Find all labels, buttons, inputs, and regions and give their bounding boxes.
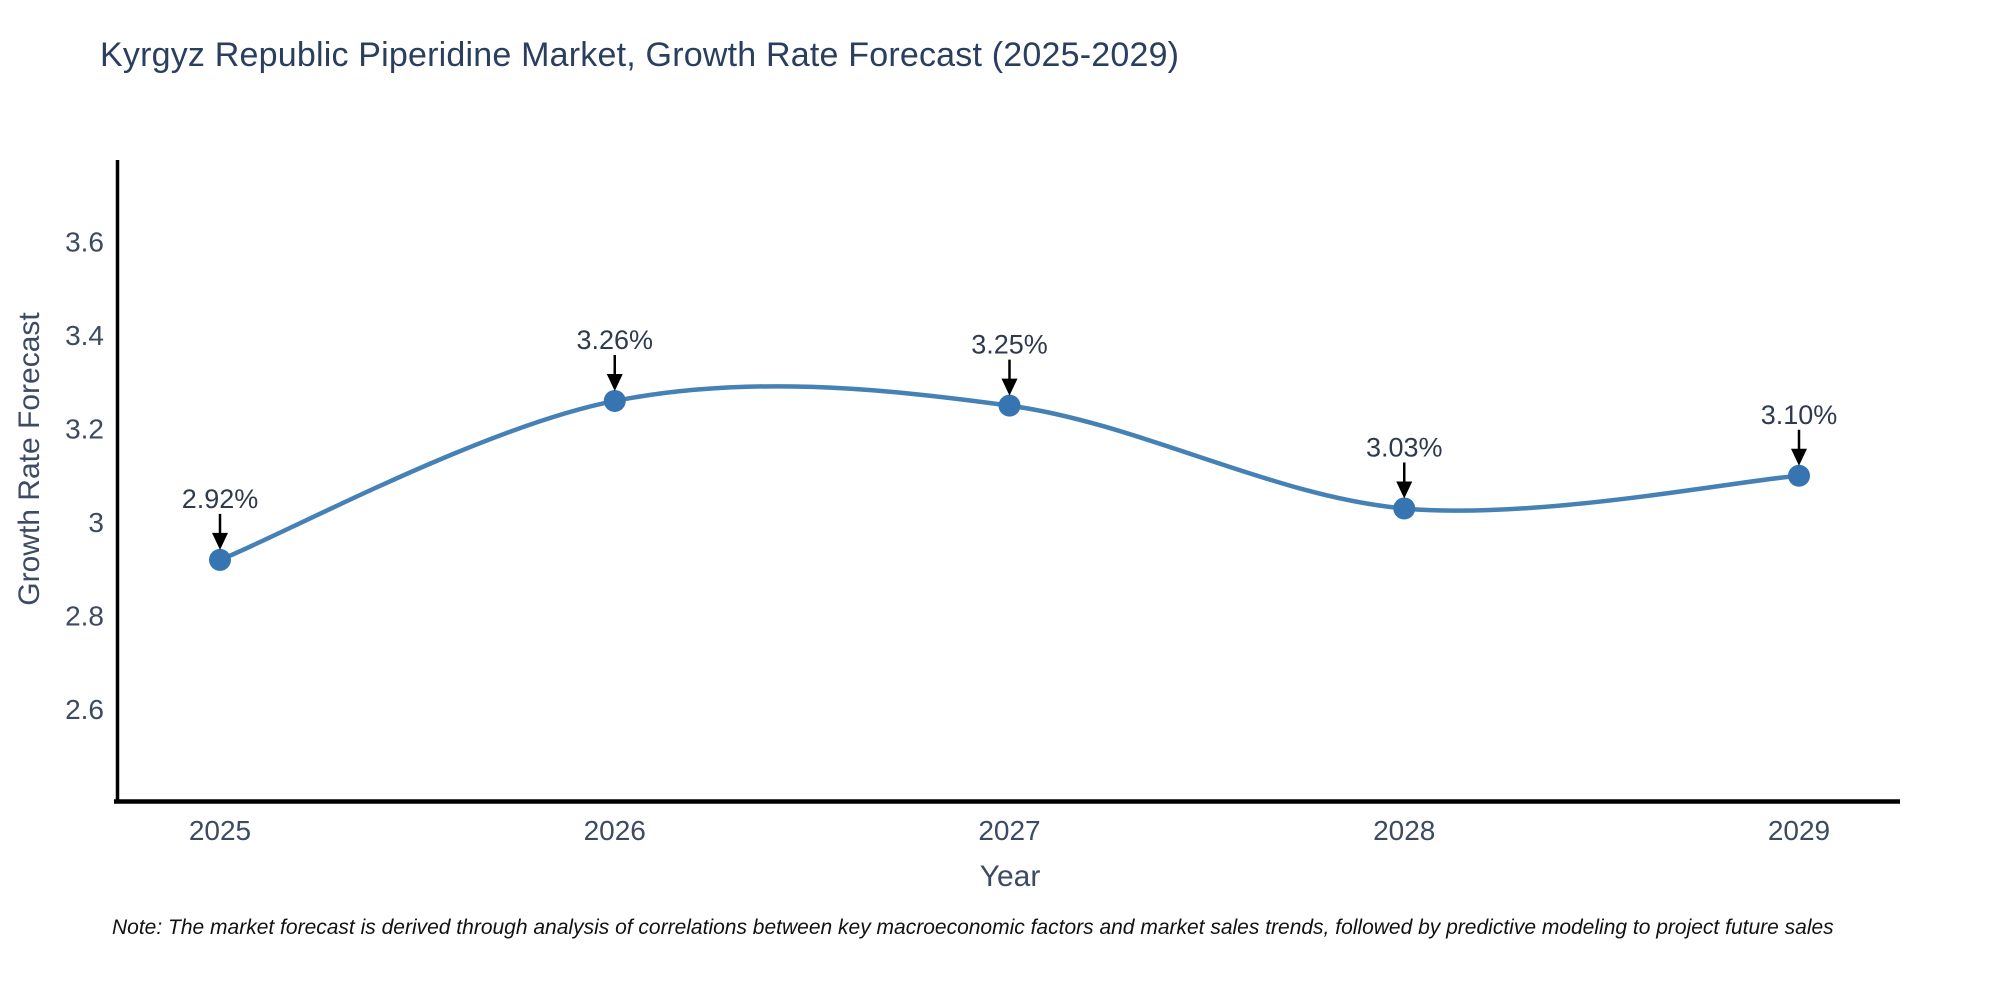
footnote: Note: The market forecast is derived thr… (112, 916, 1834, 939)
annotation-arrowhead (606, 373, 623, 391)
annotation-arrowhead (212, 532, 228, 550)
annotation-arrowhead (1791, 448, 1807, 466)
y-axis-label: Growth Rate Forecast (13, 312, 46, 606)
data-point-marker[interactable] (603, 389, 626, 412)
annotation-label: 2.92% (182, 484, 259, 514)
annotation-arrowhead (1001, 378, 1018, 396)
annotation-label: 3.10% (1761, 400, 1838, 430)
data-point-marker[interactable] (209, 548, 231, 571)
data-point-marker[interactable] (1393, 497, 1416, 520)
y-tick-label: 2.6 (65, 694, 104, 725)
annotation-arrowhead (1396, 481, 1413, 499)
annotation-label: 3.03% (1366, 432, 1443, 462)
x-tick-label: 2026 (584, 815, 646, 846)
x-tick-label: 2025 (189, 815, 251, 846)
x-axis-label: Year (979, 860, 1041, 893)
annotation-label: 3.25% (971, 330, 1048, 360)
y-tick-label: 3.2 (65, 414, 104, 445)
x-tick-label: 2027 (978, 815, 1040, 846)
annotation-label: 3.26% (576, 325, 653, 355)
y-tick-label: 3.6 (65, 227, 104, 258)
chart-title: Kyrgyz Republic Piperidine Market, Growt… (100, 36, 1180, 74)
data-point-marker[interactable] (998, 394, 1021, 417)
y-tick-label: 3 (88, 507, 104, 538)
x-tick-label: 2028 (1373, 815, 1435, 846)
y-tick-label: 3.4 (65, 320, 104, 351)
y-tick-label: 2.8 (65, 601, 104, 632)
data-point-marker[interactable] (1788, 464, 1810, 487)
x-tick-label: 2029 (1768, 815, 1830, 846)
